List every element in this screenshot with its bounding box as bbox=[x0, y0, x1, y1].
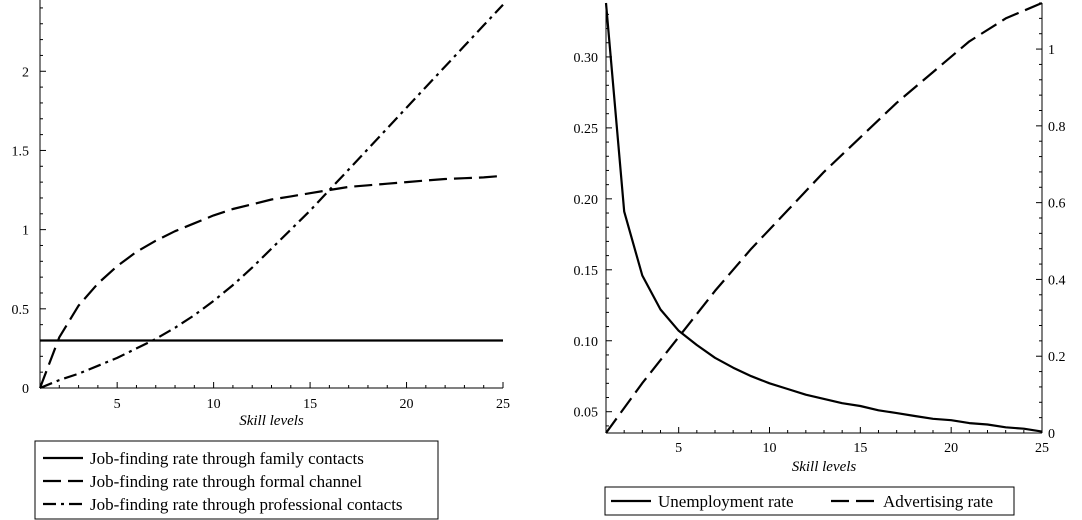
left-y-tick-label: 0.30 bbox=[574, 51, 599, 66]
y-tick-label: 0.5 bbox=[12, 303, 30, 318]
legend-box bbox=[604, 486, 1015, 516]
legend-right: Unemployment rate Advertising rate bbox=[604, 486, 1015, 516]
x-tick-label: 20 bbox=[400, 397, 414, 412]
x-tick-label: 5 bbox=[114, 397, 121, 412]
right-y-tick-label: 0.8 bbox=[1048, 120, 1066, 135]
legend-box bbox=[34, 440, 439, 520]
x-tick-label: 25 bbox=[1035, 441, 1049, 456]
legend-label: Job-finding rate through professional co… bbox=[90, 495, 403, 514]
x-axis-title: Skill levels bbox=[239, 413, 304, 429]
y-tick-label: 1.5 bbox=[12, 144, 30, 159]
left-y-tick-label: 0.15 bbox=[574, 264, 599, 279]
x-tick-label: 15 bbox=[303, 397, 317, 412]
y-tick-label: 2 bbox=[22, 65, 29, 80]
left-y-tick-label: 0.20 bbox=[574, 193, 599, 208]
right-y-tick-label: 1 bbox=[1048, 43, 1055, 58]
x-axis-title: Skill levels bbox=[792, 459, 857, 475]
y-tick-label: 0 bbox=[22, 382, 29, 397]
legend-label: Job-finding rate through family contacts bbox=[90, 449, 364, 468]
x-tick-label: 10 bbox=[207, 397, 221, 412]
left-y-tick-label: 0.10 bbox=[574, 335, 599, 350]
x-tick-label: 10 bbox=[763, 441, 777, 456]
left-y-tick-label: 0.05 bbox=[574, 406, 599, 421]
left-y-tick-label: 0.25 bbox=[574, 122, 599, 137]
right-y-tick-label: 0 bbox=[1048, 427, 1055, 442]
series-line-2 bbox=[38, 174, 504, 389]
y-tick-label: 1 bbox=[22, 224, 29, 239]
right-y-tick-label: 0.6 bbox=[1048, 197, 1066, 212]
series-line-3 bbox=[39, 4, 504, 390]
series-line-2 bbox=[605, 1, 1043, 434]
series-line-1 bbox=[604, 2, 1043, 433]
legend-label: Unemployment rate bbox=[658, 492, 794, 511]
right-y-tick-label: 0.2 bbox=[1048, 350, 1066, 365]
legend-label: Advertising rate bbox=[883, 492, 993, 511]
x-tick-label: 15 bbox=[853, 441, 867, 456]
right-y-tick-label: 0.4 bbox=[1048, 273, 1066, 288]
x-tick-label: 25 bbox=[496, 397, 510, 412]
legend-left: Job-finding rate through family contacts… bbox=[34, 440, 439, 520]
x-tick-label: 20 bbox=[944, 441, 958, 456]
x-tick-label: 5 bbox=[675, 441, 682, 456]
legend-label: Job-finding rate through formal channel bbox=[90, 472, 362, 491]
